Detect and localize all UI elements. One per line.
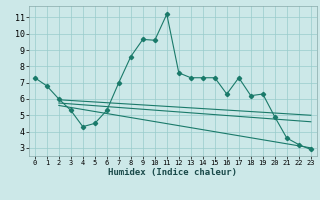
X-axis label: Humidex (Indice chaleur): Humidex (Indice chaleur)	[108, 168, 237, 177]
